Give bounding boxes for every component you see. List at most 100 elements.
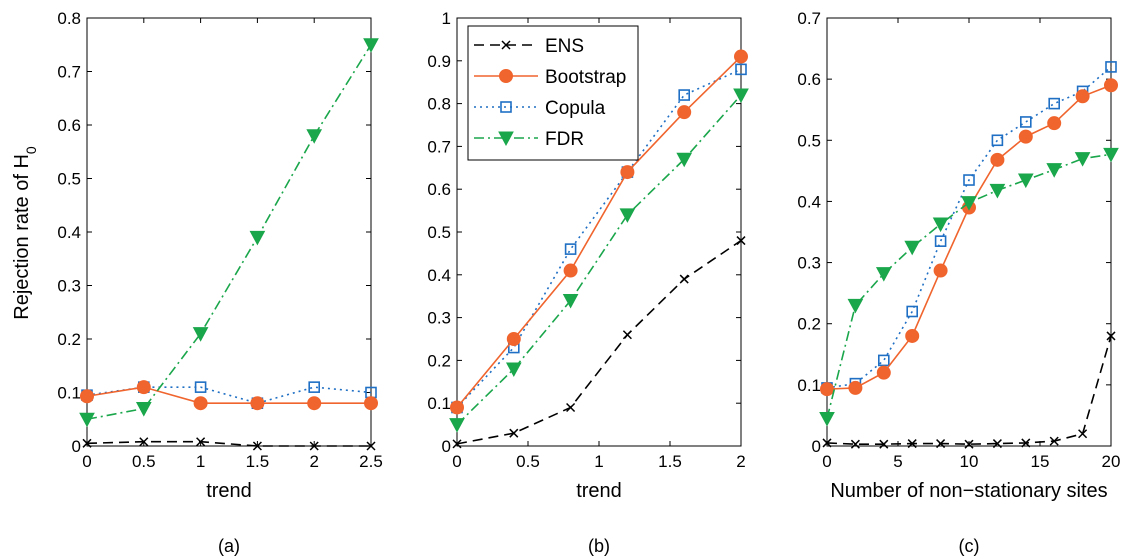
series-line-ens bbox=[456, 239, 742, 445]
data-point-fdr bbox=[562, 293, 579, 309]
data-point-ens bbox=[252, 441, 262, 451]
data-point-copula bbox=[934, 235, 947, 247]
data-point-fdr bbox=[619, 208, 636, 223]
series-ens bbox=[82, 437, 376, 451]
x-tick-label: 0.5 bbox=[132, 452, 156, 471]
y-tick-label: 0.4 bbox=[57, 223, 81, 242]
data-point-ens bbox=[1049, 436, 1059, 446]
y-tick-label: 0.2 bbox=[57, 330, 81, 349]
y-tick-label: 0.6 bbox=[427, 180, 451, 199]
y-tick-label: 0.1 bbox=[427, 394, 451, 413]
data-point-copula bbox=[564, 243, 577, 255]
data-point-bootstrap bbox=[1047, 116, 1062, 131]
series-line-bootstrap bbox=[86, 386, 371, 405]
data-point-bootstrap bbox=[193, 396, 208, 411]
data-point-ens bbox=[366, 441, 376, 451]
panel-c: 0 5 10 15 20 0 0.1 0.2 0.3 0.4 0.5 0.6 0.7 Number of … bbox=[797, 9, 1120, 556]
data-point-copula bbox=[906, 305, 919, 318]
x-tick-label: 1 bbox=[196, 452, 205, 471]
series-ens bbox=[822, 331, 1116, 449]
marker-stroke bbox=[936, 439, 946, 449]
x-tick-label: 0 bbox=[452, 452, 461, 471]
data-point-bootstrap bbox=[364, 396, 378, 411]
data-point-bootstrap bbox=[905, 328, 920, 343]
y-tick-label: 0.3 bbox=[797, 254, 821, 273]
data-point-ens bbox=[139, 437, 149, 447]
y-tick-label: 0 bbox=[72, 437, 81, 456]
y-tick-label: 0.8 bbox=[427, 95, 451, 114]
series-line-fdr bbox=[826, 153, 1112, 419]
y-axis-label: Rejection rate of H0 bbox=[11, 146, 39, 320]
y-tick-label: 0 bbox=[812, 437, 821, 456]
y-tick-label: 0.5 bbox=[797, 131, 821, 150]
series-fdr bbox=[819, 147, 1119, 427]
y-tick-label: 0.6 bbox=[57, 116, 81, 135]
x-tick-label: 20 bbox=[1102, 452, 1121, 471]
data-point-copula bbox=[1105, 61, 1117, 73]
legend-label-copula: Copula bbox=[545, 98, 606, 119]
data-point-ens bbox=[452, 439, 462, 449]
x-tick-label: 0.5 bbox=[516, 452, 540, 471]
data-point-bootstrap bbox=[933, 263, 948, 278]
legend-marker-fdr bbox=[498, 131, 514, 147]
y-tick-label: 0.1 bbox=[57, 384, 81, 403]
x-tick-label: 5 bbox=[893, 452, 902, 471]
data-point-copula bbox=[963, 174, 975, 186]
y-tick-label: 0.3 bbox=[57, 277, 81, 296]
series-line-copula bbox=[86, 386, 372, 405]
data-point-fdr bbox=[249, 230, 266, 246]
y-tick-label: 0.9 bbox=[427, 52, 451, 71]
data-point-fdr bbox=[847, 298, 864, 314]
data-point-copula bbox=[1048, 97, 1060, 110]
data-point-ens bbox=[992, 439, 1002, 449]
data-point-fdr bbox=[932, 217, 949, 233]
y-tick-label: 0.6 bbox=[797, 70, 821, 89]
marker-stroke bbox=[622, 330, 632, 340]
legend-marker-ens bbox=[501, 40, 511, 50]
legend-label-bootstrap: Bootstrap bbox=[545, 67, 626, 88]
data-point-fdr bbox=[505, 362, 522, 378]
data-point-ens bbox=[622, 330, 632, 340]
data-point-ens bbox=[964, 439, 974, 449]
series-line-fdr bbox=[86, 44, 372, 421]
series-ens bbox=[452, 236, 746, 449]
y-tick-label: 0.1 bbox=[797, 376, 821, 395]
data-point-copula bbox=[1019, 116, 1032, 128]
data-point-fdr bbox=[79, 412, 95, 428]
x-tick-label: 2 bbox=[309, 452, 318, 471]
data-point-copula bbox=[877, 354, 890, 367]
marker-stroke bbox=[501, 40, 511, 50]
x-tick-label: 1.5 bbox=[246, 452, 270, 471]
y-tick-label: 0.3 bbox=[427, 309, 451, 328]
series-line-copula bbox=[826, 66, 1112, 389]
data-point-fdr bbox=[904, 240, 921, 256]
marker-stroke bbox=[736, 236, 746, 246]
marker-stroke bbox=[452, 439, 462, 449]
data-point-fdr bbox=[135, 402, 152, 417]
data-point-copula bbox=[678, 89, 691, 101]
data-point-bootstrap bbox=[563, 263, 578, 278]
y-tick-label: 0.7 bbox=[427, 137, 451, 156]
marker-stroke bbox=[822, 438, 832, 448]
x-tick-label: 1.5 bbox=[658, 452, 682, 471]
data-point-ens bbox=[936, 439, 946, 449]
legend: ENS Bootstrap Copula FDR bbox=[467, 25, 639, 161]
data-point-fdr bbox=[1017, 173, 1034, 189]
panel-caption: (b) bbox=[588, 536, 610, 556]
data-point-bootstrap bbox=[250, 396, 265, 411]
x-tick-label: 1 bbox=[594, 452, 603, 471]
x-axis-label: Number of non−stationary sites bbox=[830, 480, 1107, 502]
data-point-ens bbox=[509, 428, 519, 438]
marker-stroke bbox=[1106, 331, 1116, 341]
data-point-ens bbox=[1021, 438, 1031, 448]
y-tick-label: 0.8 bbox=[57, 9, 81, 28]
data-point-bootstrap bbox=[620, 165, 635, 180]
data-point-ens bbox=[736, 236, 746, 246]
y-tick-label: 0.7 bbox=[57, 63, 81, 82]
data-point-ens bbox=[1078, 429, 1088, 439]
y-tick-label: 0.5 bbox=[57, 170, 81, 189]
series-bootstrap bbox=[80, 380, 378, 411]
y-tick-label: 0.5 bbox=[427, 223, 451, 242]
data-point-bootstrap bbox=[1104, 78, 1118, 93]
